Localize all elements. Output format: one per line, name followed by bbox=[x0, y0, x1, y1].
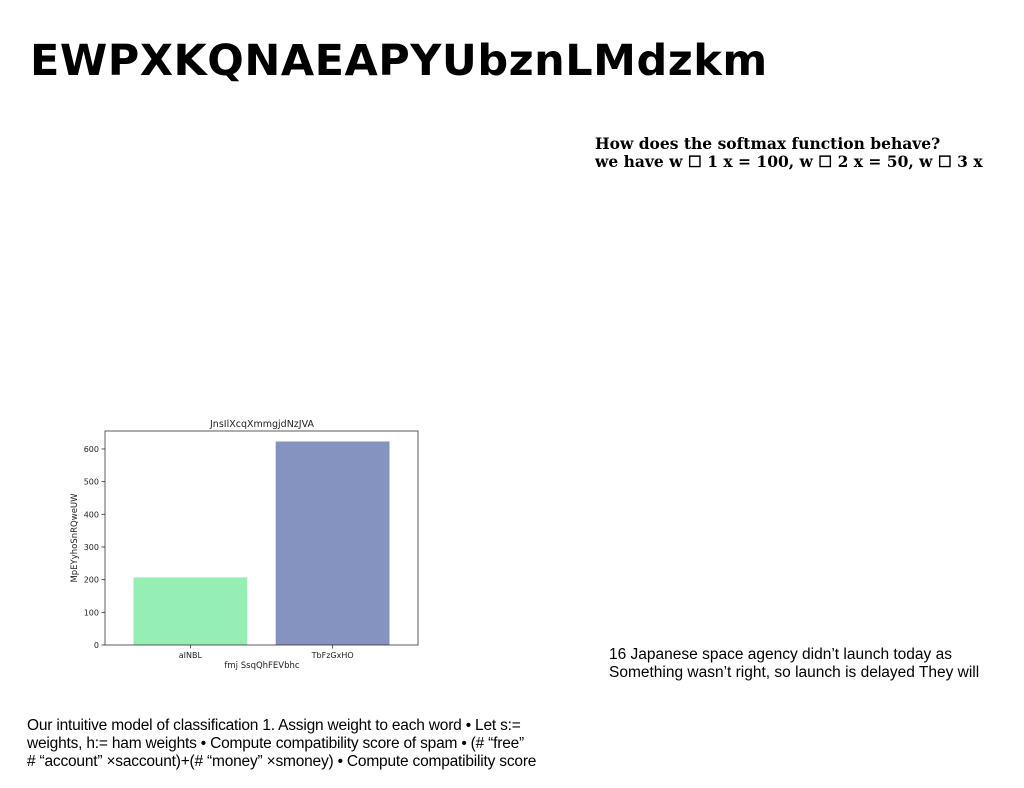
question-line-2: we have w ☐ 1 x = 100, w ☐ 2 x = 50, w ☐… bbox=[595, 152, 983, 171]
plot-frame bbox=[104, 430, 419, 646]
news-line-1: 16 Japanese space agency didn’t launch t… bbox=[609, 646, 952, 663]
y-tick-label: 0 bbox=[94, 641, 99, 650]
news-line-2: Something wasn’t right, so launch is del… bbox=[609, 664, 980, 681]
news-text: 16 Japanese space agency didn’t launch t… bbox=[609, 646, 1019, 682]
x-axis-label: fmj SsqQhFEVbhc bbox=[224, 661, 299, 671]
y-tick-label: 300 bbox=[84, 543, 99, 552]
body-line-3: # “account” ×saccount)+(# “money” ×smone… bbox=[27, 753, 537, 770]
bar-TbFzGxHO bbox=[275, 441, 390, 645]
y-tick-label: 500 bbox=[84, 478, 99, 487]
y-tick-label: 600 bbox=[84, 445, 99, 454]
bar-aINBL bbox=[133, 577, 248, 645]
question-line-1: How does the softmax function behave? bbox=[595, 135, 941, 153]
y-tick-label: 100 bbox=[84, 608, 99, 617]
slide-title: EWPXKQNAEAPYUbznLMdzkm bbox=[30, 36, 768, 86]
bar-chart: JnsIlXcqXmmgjdNzJVA 0 100 200 300 400 500 600 … bbox=[64, 414, 428, 674]
classification-text: Our intuitive model of classification 1.… bbox=[27, 717, 587, 771]
y-tick-label: 200 bbox=[84, 576, 99, 585]
bar-chart-svg: JnsIlXcqXmmgjdNzJVA 0100200300400500600 … bbox=[70, 419, 419, 671]
x-tick-label: TbFzGxHO bbox=[311, 651, 354, 660]
y-axis-label: MpEYyhoSnRQweUW bbox=[70, 493, 80, 583]
x-tick-label: aINBL bbox=[179, 651, 203, 660]
body-line-2: weights, h:= ham weights • Compute compa… bbox=[27, 735, 524, 752]
softmax-question: How does the softmax function behave? we… bbox=[595, 135, 1015, 171]
body-line-1: Our intuitive model of classification 1.… bbox=[27, 717, 521, 734]
y-tick-label: 400 bbox=[84, 510, 99, 519]
chart-title: JnsIlXcqXmmgjdNzJVA bbox=[209, 419, 314, 430]
